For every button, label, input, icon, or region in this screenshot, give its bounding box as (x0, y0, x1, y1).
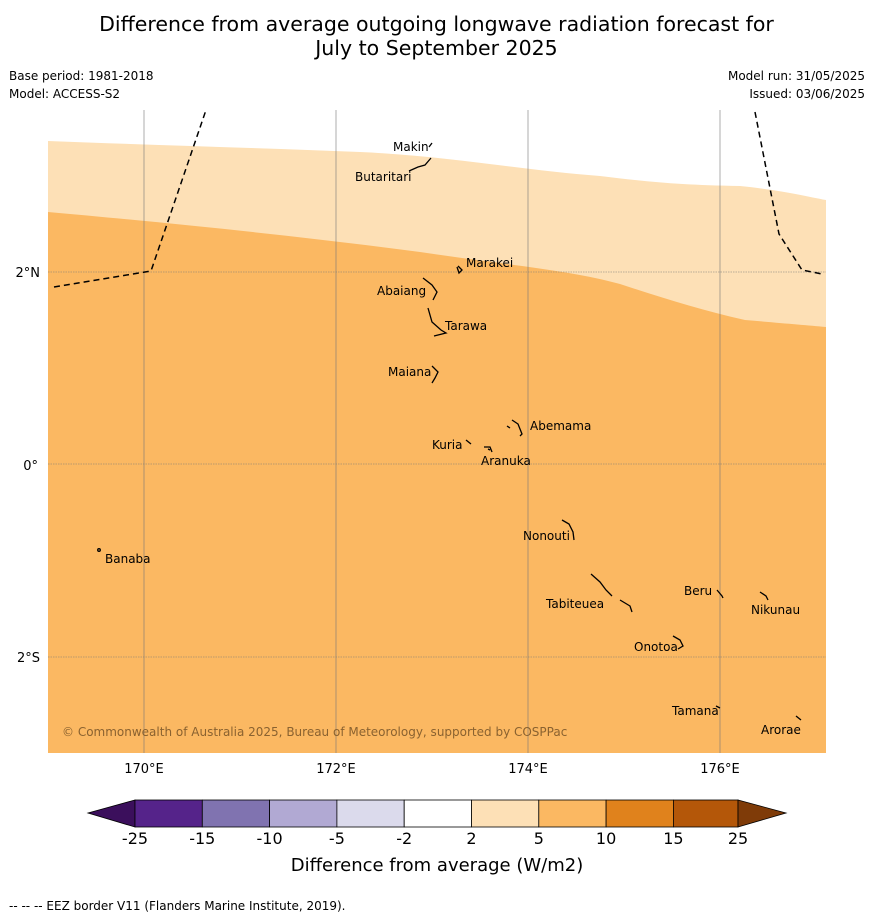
label-nikunau: Nikunau (751, 603, 800, 617)
label-abaiang: Abaiang (377, 284, 426, 298)
anomaly-band-5-10 (48, 212, 826, 753)
colorbar-segment (336, 799, 405, 828)
label-tamana: Tamana (671, 704, 719, 718)
title-line-2: July to September 2025 (315, 36, 558, 60)
longitude-labels: 170°E 172°E 174°E 176°E (124, 762, 740, 777)
colorbar-tick: -10 (257, 829, 283, 848)
label-tabiteuea: Tabiteuea (545, 597, 604, 611)
island-butaritari (408, 157, 432, 172)
colorbar-tick: 25 (728, 829, 748, 848)
label-marakei: Marakei (466, 256, 513, 270)
label-aranuka: Aranuka (481, 454, 531, 468)
island-abemama (506, 419, 523, 437)
island-aranuka (484, 446, 493, 453)
islands (97, 142, 802, 721)
lon-label-170e: 170°E (124, 762, 164, 777)
colorbar-tick: -25 (122, 829, 148, 848)
latitude-labels: 2°N 0° 2°S (16, 266, 41, 666)
label-tarawa: Tarawa (444, 319, 487, 333)
colorbar-segment (269, 799, 338, 828)
label-onotoa: Onotoa (634, 640, 678, 654)
colorbar-tick: -15 (189, 829, 215, 848)
label-beru: Beru (684, 584, 712, 598)
eez-footnote: -- -- -- EEZ border V11 (Flanders Marine… (9, 899, 346, 913)
meta-right: Model run: 31/05/2025 Issued: 03/06/2025 (728, 67, 865, 103)
colorbar-tick: 15 (663, 829, 683, 848)
model-name: Model: ACCESS-S2 (9, 87, 121, 101)
base-period: Base period: 1981-2018 (9, 69, 154, 83)
label-makin: Makin (393, 140, 429, 154)
label-kuria: Kuria (432, 438, 463, 452)
island-arorae (795, 715, 802, 721)
lat-label-0: 0° (23, 459, 38, 474)
label-abemama: Abemama (530, 419, 591, 433)
island-kuria (465, 439, 472, 445)
copyright-text: © Commonwealth of Australia 2025, Bureau… (62, 725, 567, 739)
lon-label-176e: 176°E (700, 762, 740, 777)
colorbar-ticks: -25 -15 -10 -5 -2 2 5 10 15 25 (122, 829, 748, 848)
place-labels: Makin Butaritari Marakei Abaiang Tarawa … (105, 140, 801, 737)
colorbar-extend-high (737, 799, 788, 828)
colorbar (86, 799, 788, 828)
label-maiana: Maiana (388, 365, 431, 379)
island-maiana (431, 365, 439, 384)
colorbar-segment (673, 799, 739, 828)
colorbar-extend-low (86, 799, 136, 828)
graticule (48, 110, 826, 753)
label-arorae: Arorae (761, 723, 801, 737)
eez-border-east (754, 111, 823, 275)
eez-border-west (53, 110, 207, 288)
colorbar-tick: -5 (329, 829, 345, 848)
colorbar-tick: 2 (466, 829, 476, 848)
island-onotoa (672, 635, 684, 650)
colorbar-label: Difference from average (W/m2) (291, 855, 583, 876)
colorbar-segment (134, 799, 203, 828)
colorbar-tick: 5 (534, 829, 544, 848)
map-plot-area: Makin Butaritari Marakei Abaiang Tarawa … (48, 110, 826, 753)
island-makin (428, 142, 433, 148)
map-title: Difference from average outgoing longwav… (0, 12, 873, 60)
lon-label-174e: 174°E (508, 762, 548, 777)
colorbar-tick: 10 (596, 829, 616, 848)
lat-label-2n: 2°N (16, 266, 41, 281)
model-run-date: Model run: 31/05/2025 (727, 69, 865, 83)
colorbar-segment (201, 799, 271, 828)
island-tarawa (427, 307, 448, 337)
lon-label-172e: 172°E (316, 762, 356, 777)
island-beru (716, 589, 724, 599)
colorbar-segment (605, 799, 674, 828)
eez-border (53, 110, 823, 288)
lat-label-2s: 2°S (17, 651, 40, 666)
island-tabiteuea (590, 573, 633, 613)
island-tamana (715, 705, 721, 709)
colorbar-segment (471, 799, 540, 828)
colorbar-segment (403, 799, 472, 828)
island-marakei (456, 265, 463, 275)
label-nonouti: Nonouti (523, 529, 570, 543)
island-banaba (97, 548, 101, 552)
island-nonouti (561, 519, 575, 541)
colorbar-tick: -2 (396, 829, 412, 848)
label-banaba: Banaba (105, 552, 151, 566)
title-line-1: Difference from average outgoing longwav… (99, 12, 774, 36)
island-abaiang (422, 277, 438, 301)
island-nikunau (759, 591, 769, 601)
label-butaritari: Butaritari (355, 170, 412, 184)
meta-left: Base period: 1981-2018 Model: ACCESS-S2 (9, 67, 154, 103)
issued-date: Issued: 03/06/2025 (749, 87, 865, 101)
colorbar-segment (538, 799, 607, 828)
